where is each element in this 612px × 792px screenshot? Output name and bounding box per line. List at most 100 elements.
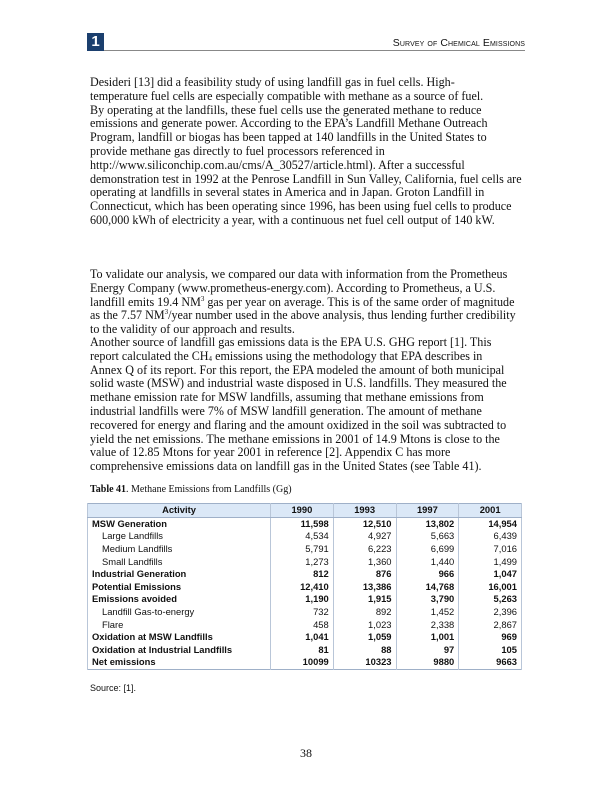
value-cell-1993: 1,059: [332, 630, 397, 644]
value-cell-1997: 3,790: [395, 593, 460, 606]
table-row: Oxidation at Industrial Landfills 81 88 97 1…: [87, 643, 522, 657]
value-cell-2001: 1,047: [458, 567, 522, 581]
value-cell-1990: 4,534: [270, 530, 334, 543]
value-cell-1997: 9880: [395, 656, 460, 670]
row-label-cell: Oxidation at Industrial Landfills: [87, 643, 271, 657]
text-segment: comprehensive emissions data on landfill…: [90, 459, 482, 474]
text-line: Energy Company (www.prometheus-energy.co…: [90, 280, 530, 296]
table-row: Flare 458 1,023 2,338 2,867: [87, 618, 522, 631]
text-segment: gas per year on average. This is of the …: [204, 294, 515, 309]
table-row: Potential Emissions 12,410 13,386 14,768 16,…: [87, 580, 522, 594]
table-source: Source: [1].: [90, 683, 137, 693]
text-segment: as the 7.57 NM: [90, 308, 165, 323]
row-label-cell: MSW Generation: [87, 517, 271, 531]
value-cell-1990: 1,041: [270, 630, 334, 644]
text-line: http://www.siliconchip.com.au/cms/A_3052…: [90, 158, 530, 173]
value-cell-2001: 6,439: [458, 530, 522, 543]
text-line: report calculated the CH4 emissions usin…: [90, 348, 530, 364]
text-segment: industrial landfills were 7% of MSW land…: [90, 403, 482, 418]
value-cell-1993: 1,023: [332, 618, 397, 631]
row-label-cell: Oxidation at MSW Landfills: [87, 630, 271, 644]
paragraph-fuel-cells: Desideri [13] did a feasibility study of…: [90, 75, 530, 228]
text-segment: operating at landfills in several states…: [90, 185, 485, 200]
column-header-2001: 2001: [458, 503, 522, 518]
row-label-cell: Flare: [87, 618, 271, 631]
column-header-1997: 1997: [395, 503, 460, 518]
text-line: demonstration test in 1992 at the Penros…: [90, 171, 530, 187]
row-label-cell: Industrial Generation: [87, 567, 271, 581]
chapter-number-badge: 1: [87, 33, 104, 51]
value-cell-1993: 12,510: [332, 517, 397, 531]
text-line: Annex Q of its report. For this report, …: [90, 362, 530, 378]
row-label-cell: Emissions avoided: [87, 593, 271, 606]
table-row: Oxidation at MSW Landfills 1,041 1,059 1,00…: [87, 630, 522, 644]
value-cell-1997: 966: [395, 567, 460, 581]
value-cell-1990: 812: [270, 567, 334, 581]
running-header-title: Survey of Chemical Emissions: [392, 37, 525, 49]
value-cell-1990: 5,791: [270, 542, 334, 556]
text-line: solid waste (MSW) and industrial waste d…: [90, 376, 530, 391]
value-cell-1993: 1,915: [332, 593, 397, 606]
value-cell-1993: 4,927: [332, 530, 397, 543]
text-segment: Annex Q of its report. For this report, …: [90, 362, 505, 377]
text-segment: Desideri [13] did a feasibility study of…: [90, 75, 455, 89]
text-line: value of 12.85 Mtons for year 2001 in re…: [90, 445, 530, 460]
row-label-cell: Net emissions: [87, 656, 271, 670]
table-label: Table 41: [90, 484, 127, 495]
superscript: 3: [164, 308, 169, 317]
value-cell-1993: 876: [332, 567, 397, 581]
table-row: Industrial Generation 812 876 966 1,047: [87, 567, 522, 581]
value-cell-1997: 1,001: [395, 630, 460, 644]
value-cell-1997: 1,452: [395, 605, 460, 619]
text-line: Connecticut, which has been operating si…: [90, 199, 530, 214]
table-row: Medium Landfills 5,791 6,223 6,699 7,016: [87, 542, 522, 556]
table-row: Landfill Gas-to-energy 732 892 1,452 2,396: [87, 605, 522, 619]
text-segment: demonstration test in 1992 at the Penros…: [90, 171, 522, 186]
text-segment: yield the net emissions. The methane emi…: [90, 431, 500, 446]
text-line: industrial landfills were 7% of MSW land…: [90, 403, 530, 419]
text-line: operating at landfills in several states…: [90, 185, 530, 200]
text-segment: /year number used in the above analysis,…: [168, 308, 516, 323]
text-segment: Energy Company (www.prometheus-energy.co…: [90, 280, 496, 295]
text-line: Another source of landfill gas emissions…: [90, 335, 530, 350]
table-row: Emissions avoided 1,190 1,915 3,790 5,263: [87, 593, 522, 606]
value-cell-1990: 732: [270, 605, 334, 619]
text-segment: report calculated the CH: [90, 348, 209, 363]
value-cell-2001: 1,499: [458, 555, 522, 568]
table-row: Small Landfills 1,273 1,360 1,440 1,499: [87, 555, 522, 568]
value-cell-2001: 2,396: [458, 605, 522, 619]
value-cell-1997: 2,338: [395, 618, 460, 631]
value-cell-2001: 2,867: [458, 618, 522, 631]
row-label-cell: Large Landfills: [87, 530, 271, 543]
superscript: 3: [200, 294, 205, 303]
value-cell-2001: 14,954: [458, 517, 522, 531]
value-cell-1990: 11,598: [270, 517, 334, 531]
value-cell-1993: 13,386: [332, 580, 397, 594]
column-header-1990: 1990: [270, 503, 334, 518]
row-label-cell: Small Landfills: [87, 555, 271, 568]
value-cell-1990: 458: [270, 618, 334, 631]
text-segment: Another source of landfill gas emissions…: [90, 335, 492, 349]
text-segment: Connecticut, which has been operating si…: [90, 199, 512, 214]
table-row: Net emissions 10099 10323 9880 9663: [87, 656, 522, 670]
text-segment: Program, landfill or biogas has been tap…: [90, 130, 487, 145]
value-cell-2001: 105: [458, 643, 522, 657]
text-segment: solid waste (MSW) and industrial waste d…: [90, 376, 507, 391]
text-segment: 600,000 kWh of electricity a year, with …: [90, 212, 495, 227]
column-header-activity: Activity: [87, 503, 271, 518]
table-header-row: Activity 1990 1993 1997 2001: [87, 503, 522, 518]
value-cell-1997: 13,802: [395, 517, 460, 531]
text-line: to the validity of our approach and resu…: [90, 322, 530, 337]
text-line: comprehensive emissions data on landfill…: [90, 459, 530, 474]
value-cell-1993: 892: [332, 605, 397, 619]
text-segment: By operating at the landfills, these fue…: [90, 102, 482, 117]
table-caption-text: . Methane Emissions from Landfills (Gg): [126, 484, 292, 495]
text-line: landfill emits 19.4 NM3 gas per year on …: [90, 294, 530, 310]
text-segment: to the validity of our approach and resu…: [90, 322, 295, 337]
paragraph-prometheus: To validate our analysis, we compared ou…: [90, 267, 530, 337]
value-cell-2001: 7,016: [458, 542, 522, 556]
text-line: To validate our analysis, we compared ou…: [90, 267, 530, 282]
value-cell-1993: 88: [332, 643, 397, 657]
value-cell-1990: 1,273: [270, 555, 334, 568]
text-line: 600,000 kWh of electricity a year, with …: [90, 212, 530, 228]
